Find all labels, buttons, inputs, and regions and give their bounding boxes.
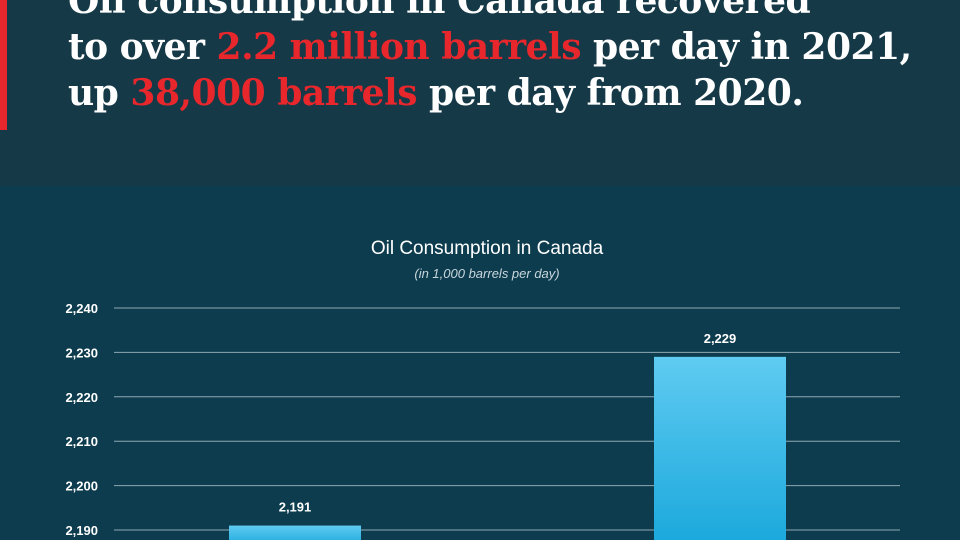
y-tick-label: 2,220: [65, 390, 98, 405]
chart-panel: Oil Consumption in Canada (in 1,000 barr…: [0, 186, 960, 540]
bar: [654, 356, 786, 540]
headline-text: per day from 2020.: [416, 72, 804, 114]
headline-text: to over: [68, 26, 217, 68]
bar-chart: Oil Consumption in Canada (in 1,000 barr…: [65, 238, 900, 540]
y-tick-label: 2,230: [65, 345, 98, 360]
chart-title: Oil Consumption in Canada: [371, 238, 604, 259]
y-tick-label: 2,190: [65, 523, 98, 538]
y-tick-label: 2,240: [65, 301, 98, 316]
headline-text: up: [68, 72, 131, 114]
headline: Oil consumption in Canada recovered to o…: [68, 0, 948, 116]
bar-value-label: 2,191: [279, 500, 312, 515]
y-tick-label: 2,200: [65, 479, 98, 494]
bar-value-label: 2,229: [704, 331, 737, 346]
y-tick-label: 2,210: [65, 434, 98, 449]
headline-line-1: Oil consumption in Canada recovered: [68, 0, 811, 22]
bar: [229, 525, 361, 540]
chart-subtitle: (in 1,000 barrels per day): [414, 266, 559, 281]
header-panel: Oil consumption in Canada recovered to o…: [0, 0, 960, 186]
gridlines: 2,190 2,200 2,210 2,220 2,230 2,240: [65, 301, 900, 538]
headline-line-3: up 38,000 barrels per day from 2020.: [68, 70, 948, 116]
bars: 2,191 2,229: [229, 331, 786, 540]
headline-text: per day in 2021,: [580, 26, 912, 68]
headline-line-2: to over 2.2 million barrels per day in 2…: [68, 24, 948, 70]
headline-highlight: 38,000 barrels: [130, 72, 417, 114]
headline-highlight: 2.2 million barrels: [216, 26, 582, 68]
accent-bar: [0, 0, 7, 130]
